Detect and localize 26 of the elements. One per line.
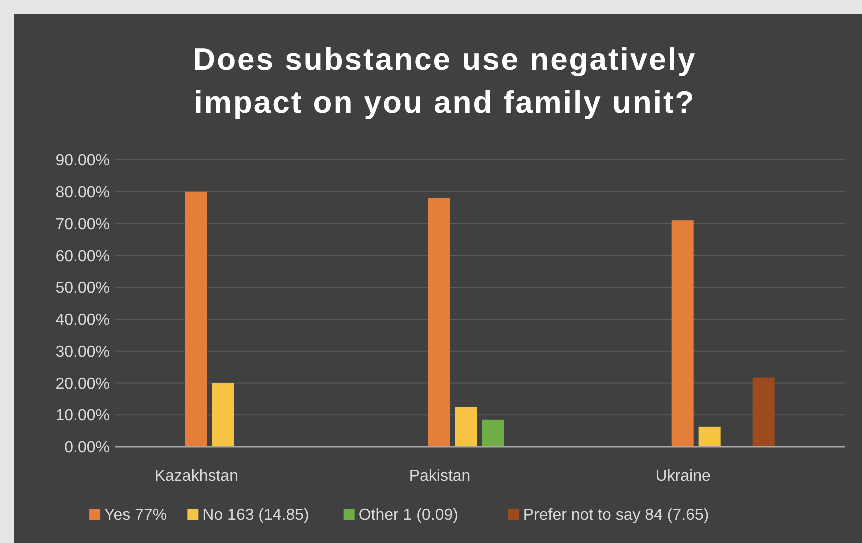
bar	[456, 407, 478, 447]
bar	[752, 378, 775, 447]
y-tick-label: 20.00%	[56, 376, 110, 393]
chart-title: Does substance use negatively impact on you and family unit?	[193, 42, 697, 120]
y-tick-label: 80.00%	[56, 184, 110, 202]
bar	[428, 198, 450, 447]
x-tick-label: Pakistan	[409, 468, 471, 485]
y-tick-label: 70.00%	[56, 216, 110, 234]
y-tick-label: 0.00%	[64, 440, 110, 457]
legend-label: Prefer not to say 84 (7.65)	[523, 507, 710, 524]
legend-label: Other 1 (0.09)	[358, 507, 458, 524]
y-tick-label: 40.00%	[56, 312, 110, 330]
y-tick-label: 10.00%	[56, 408, 110, 425]
bar	[185, 192, 208, 447]
y-tick-label: 90.00%	[56, 152, 110, 170]
y-tick-label: 50.00%	[56, 280, 110, 298]
x-tick-label: Kazakhstan	[154, 468, 238, 485]
bar	[482, 420, 504, 447]
bar	[212, 383, 234, 447]
legend-label: Yes 77%	[104, 507, 168, 524]
bar	[672, 220, 694, 447]
y-tick-label: 60.00%	[56, 248, 110, 266]
y-tick-label: 30.00%	[56, 344, 110, 361]
legend-label: No 163 (14.85)	[202, 507, 310, 524]
bar	[698, 426, 721, 447]
x-tick-label: Ukraine	[656, 468, 711, 485]
